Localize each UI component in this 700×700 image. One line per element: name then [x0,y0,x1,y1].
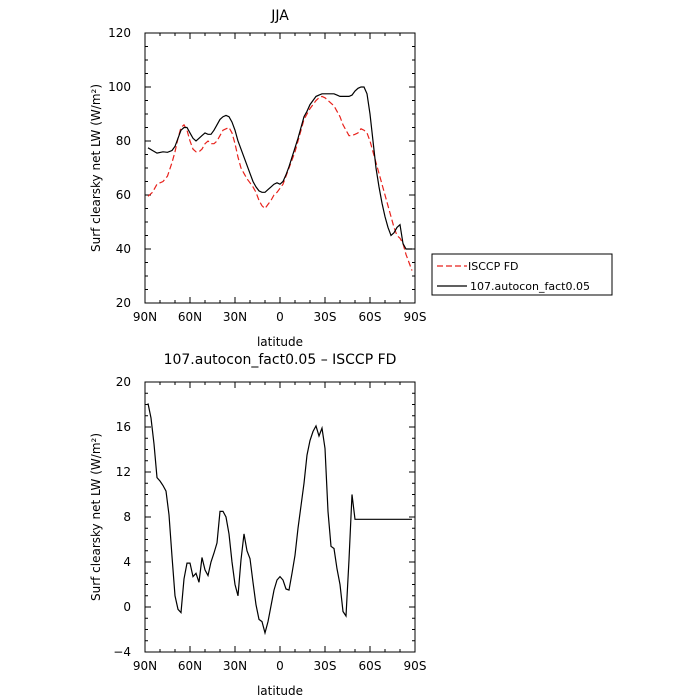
top-x-tick-label: 60S [359,310,382,324]
bottom-series-line-0 [147,403,412,636]
legend-label-isccp: ISCCP FD [468,260,519,273]
top-y-tick-label: 100 [108,80,131,94]
top-y-tick-label: 60 [116,188,131,202]
top-panel: JJA 90N 60N 30N 0 30S 60S 90S 20 40 60 80 100 120 la… [89,8,613,349]
top-chart-title: JJA [270,8,289,24]
top-y-tick-label: 80 [116,134,131,148]
legend-box [431,253,613,296]
bottom-axis-ticks: 90N 60N 30N 0 30S 60S 90S −4 0 4 8 12 16 20 [113,375,426,673]
bottom-y-tick-label: 12 [116,465,131,479]
top-x-tick-label: 60N [178,310,202,324]
top-series-line-1 [147,86,412,250]
top-y-axis-label: Surf clearsky net LW (W/m²) [89,84,103,252]
top-axis-ticks: 90N 60N 30N 0 30S 60S 90S 20 40 60 80 100 120 [108,26,426,324]
top-plot-frame [144,32,416,304]
legend-label-model: 107.autocon_fact0.05 [470,280,590,293]
top-y-tick-label: 20 [116,296,131,310]
bottom-y-tick-label: −4 [113,645,131,659]
bottom-panel: 107.autocon_fact0.05 – ISCCP FD 90N 60N 30… [89,352,426,698]
legend: ISCCP FD 107.autocon_fact0.05 [431,253,613,296]
bottom-y-tick-label: 8 [123,510,131,524]
bottom-x-axis-label: latitude [257,684,303,698]
top-y-tick-label: 120 [108,26,131,40]
bottom-y-tick-label: 0 [123,600,131,614]
bottom-x-tick-label: 60N [178,659,202,673]
bottom-series-lines [147,403,412,636]
bottom-x-tick-label: 90S [404,659,427,673]
top-x-tick-label: 30N [223,310,247,324]
bottom-x-tick-label: 90N [133,659,157,673]
top-x-tick-label: 30S [314,310,337,324]
top-x-tick-label: 90S [404,310,427,324]
top-y-tick-label: 40 [116,242,131,256]
top-x-axis-label: latitude [257,335,303,349]
bottom-chart-title: 107.autocon_fact0.05 – ISCCP FD [164,352,397,368]
bottom-y-tick-label: 4 [123,555,131,569]
bottom-y-tick-label: 16 [116,420,131,434]
bottom-x-tick-label: 0 [276,659,284,673]
bottom-y-tick-label: 20 [116,375,131,389]
top-x-tick-label: 90N [133,310,157,324]
bottom-x-tick-label: 30N [223,659,247,673]
top-x-tick-label: 0 [276,310,284,324]
bottom-y-axis-label: Surf clearsky net LW (W/m²) [89,433,103,601]
top-series-line-0 [147,95,413,271]
bottom-x-tick-label: 60S [359,659,382,673]
bottom-x-tick-label: 30S [314,659,337,673]
top-series-lines [147,86,413,271]
bottom-plot-frame [144,381,416,653]
